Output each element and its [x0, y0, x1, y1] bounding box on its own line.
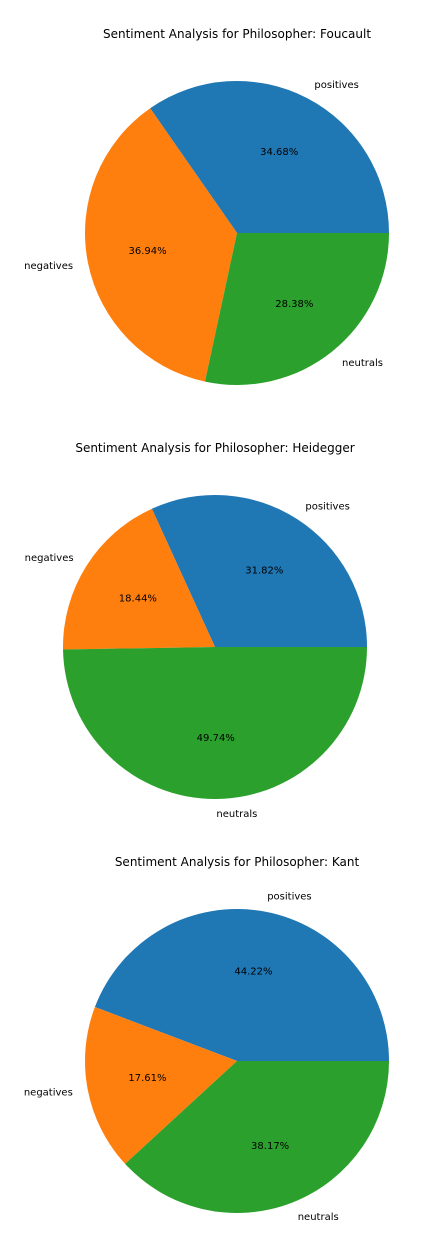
slice-percent-label: 31.82%: [245, 565, 283, 576]
pie-chart-kant: Sentiment Analysis for Philosopher: Kant…: [24, 855, 389, 1223]
slice-label: negatives: [25, 553, 74, 564]
slice-percent-label: 49.74%: [197, 733, 235, 744]
slice-label: neutrals: [298, 1212, 339, 1223]
slice-percent-label: 18.44%: [119, 593, 157, 604]
chart-title: Sentiment Analysis for Philosopher: Kant: [115, 855, 360, 869]
slice-label: negatives: [24, 261, 73, 272]
pie-slice-positives: [94, 909, 389, 1061]
chart-title: Sentiment Analysis for Philosopher: Fouc…: [103, 27, 371, 41]
pie-slice-negatives: [63, 508, 215, 650]
slice-percent-label: 34.68%: [260, 147, 298, 158]
slice-label: negatives: [24, 1088, 73, 1099]
slice-label: neutrals: [216, 809, 257, 820]
slice-label: positives: [314, 80, 358, 91]
pie-slice-neutrals: [63, 647, 367, 799]
pie-slice-neutrals: [125, 1061, 389, 1214]
slice-label: positives: [305, 501, 349, 512]
slice-percent-label: 44.22%: [234, 966, 272, 977]
slice-label: neutrals: [342, 358, 383, 369]
pie-slice-positives: [150, 80, 389, 233]
pie-slice-neutrals: [204, 233, 389, 386]
slice-percent-label: 28.38%: [275, 299, 313, 310]
pie-chart-foucault: Sentiment Analysis for Philosopher: Fouc…: [24, 27, 389, 386]
slice-percent-label: 17.61%: [128, 1073, 166, 1084]
chart-title: Sentiment Analysis for Philosopher: Heid…: [75, 441, 354, 455]
pie-chart-heidegger: Sentiment Analysis for Philosopher: Heid…: [25, 441, 367, 820]
pie-slice-positives: [151, 495, 367, 647]
slice-label: positives: [267, 892, 311, 903]
pie-slice-negatives: [85, 108, 237, 382]
slice-percent-label: 36.94%: [129, 246, 167, 257]
slice-percent-label: 38.17%: [251, 1141, 289, 1152]
pie-slice-negatives: [85, 1007, 237, 1164]
